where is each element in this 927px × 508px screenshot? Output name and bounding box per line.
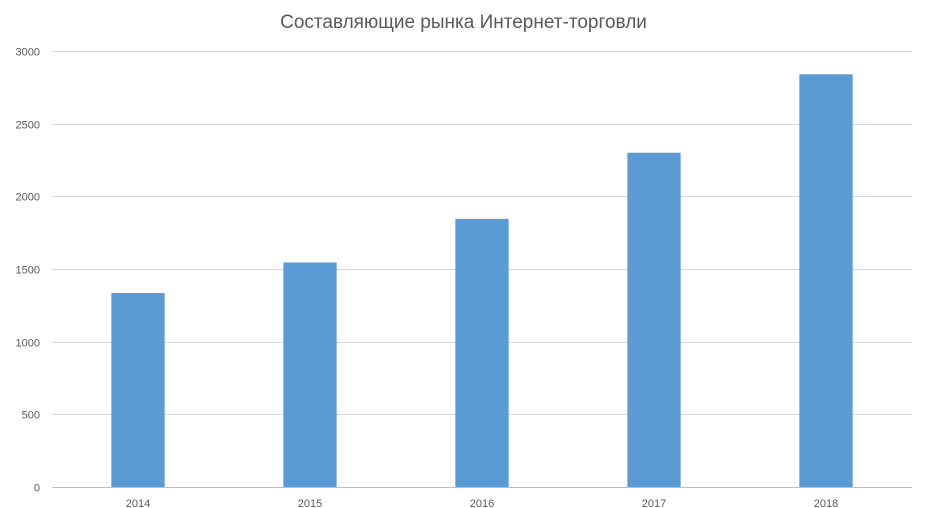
y-tick-label: 2000 xyxy=(16,192,40,204)
x-tick-label: 2014 xyxy=(126,498,150,508)
bar-2017 xyxy=(627,152,681,487)
bar-2016 xyxy=(455,218,509,488)
x-tick-label: 2018 xyxy=(814,498,838,508)
y-tick-label: 2500 xyxy=(16,120,40,132)
x-tick-label: 2015 xyxy=(298,498,322,508)
y-tick-label: 500 xyxy=(22,410,40,422)
y-tick-label: 1500 xyxy=(16,265,40,277)
bar-2014 xyxy=(111,292,165,487)
bar-2015 xyxy=(283,262,337,487)
chart-title: Составляющие рынка Интернет-торговли xyxy=(280,12,647,33)
x-tick-label: 2016 xyxy=(470,498,494,508)
x-tick-label: 2017 xyxy=(642,498,666,508)
bar-2018 xyxy=(799,74,853,488)
y-tick-label: 3000 xyxy=(16,47,40,59)
y-tick-label: 0 xyxy=(34,483,40,495)
y-tick-label: 1000 xyxy=(16,338,40,350)
